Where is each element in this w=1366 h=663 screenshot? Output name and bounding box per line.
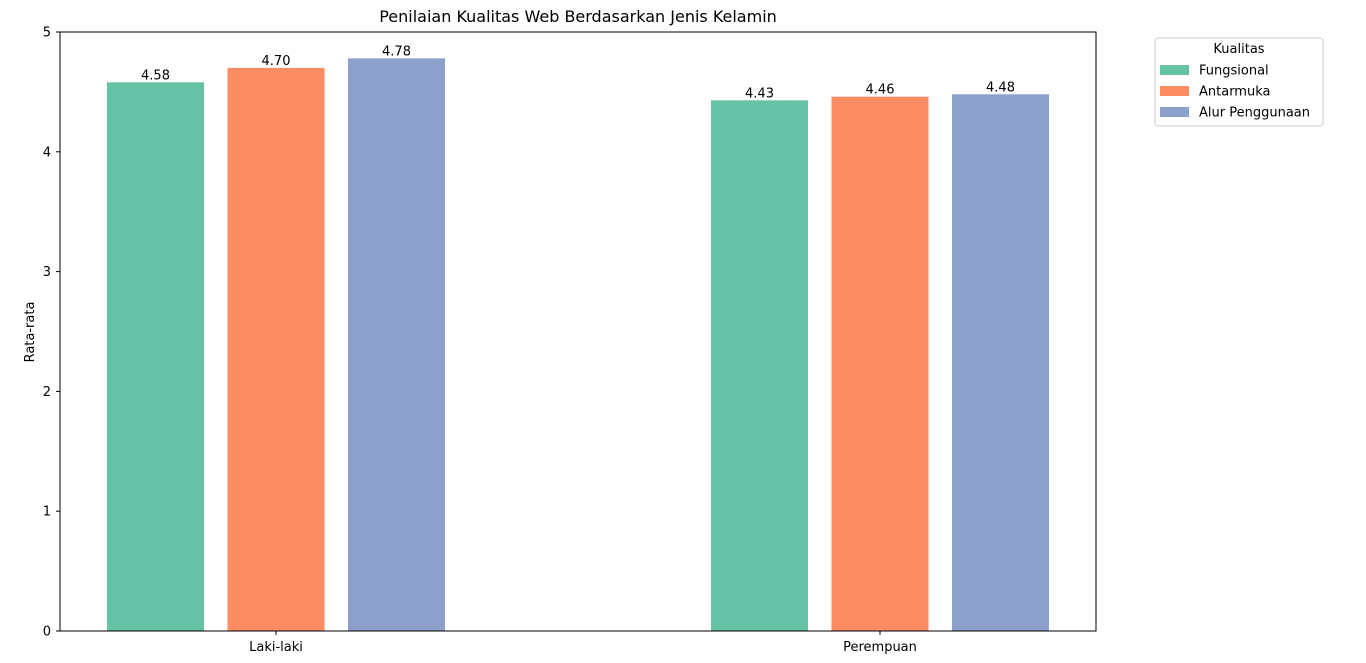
bar-alur-penggunaan-perempuan	[952, 94, 1049, 632]
y-tick-label: 0	[43, 625, 51, 640]
y-tick-label: 5	[43, 26, 51, 41]
legend-label: Fungsional	[1199, 64, 1269, 79]
legend: Kualitas Fungsional Antarmuka Alur Penggun…	[1154, 37, 1324, 127]
legend-swatch	[1160, 65, 1189, 75]
bar-fungsional-laki-laki	[107, 82, 204, 632]
legend-swatch	[1160, 107, 1189, 117]
y-tick-label: 3	[43, 265, 51, 280]
legend-label: Antarmuka	[1199, 85, 1270, 100]
legend-items: Fungsional Antarmuka Alur Penggunaan	[1160, 64, 1310, 121]
x-axis: Laki-laki Perempuan	[249, 631, 917, 655]
bar-alur-penggunaan-laki-laki	[348, 58, 445, 631]
y-tick-label: 2	[43, 385, 51, 400]
plot-frame	[59, 31, 1097, 632]
x-tick-label: Laki-laki	[249, 640, 303, 655]
legend-swatch	[1160, 86, 1189, 96]
bar-antarmuka-laki-laki	[227, 67, 325, 631]
data-label: 4.70	[262, 54, 291, 69]
legend-label: Alur Penggunaan	[1199, 106, 1310, 121]
data-label: 4.78	[382, 44, 411, 59]
bars-group	[107, 58, 1049, 632]
y-tick-label: 4	[43, 145, 51, 160]
chart-title: Penilaian Kualitas Web Berdasarkan Jenis…	[379, 7, 777, 26]
data-labels-group: 4.58 4.43 4.70 4.46 4.78 4.48	[141, 44, 1015, 101]
x-tick-label: Perempuan	[843, 640, 917, 655]
y-axis-label: Rata-rata	[23, 302, 38, 363]
data-label: 4.48	[986, 80, 1015, 95]
data-label: 4.58	[141, 68, 170, 83]
legend-title: Kualitas	[1213, 42, 1264, 57]
legend-frame	[1154, 37, 1324, 127]
bar-fungsional-perempuan	[711, 100, 808, 632]
y-tick-label: 1	[43, 505, 51, 520]
y-axis: 0 1 2 3 4 5	[43, 26, 60, 640]
data-label: 4.43	[745, 86, 774, 101]
data-label: 4.46	[866, 83, 895, 98]
bar-antarmuka-perempuan	[831, 96, 929, 631]
